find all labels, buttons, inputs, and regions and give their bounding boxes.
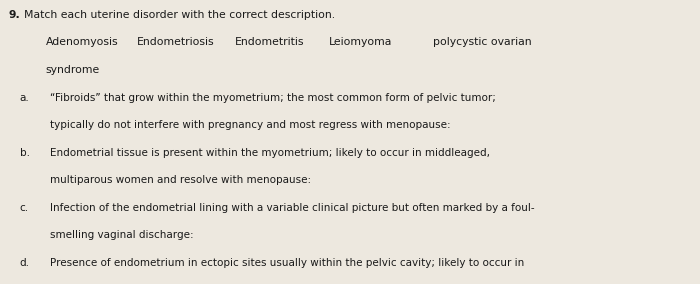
- Text: b.: b.: [20, 148, 29, 158]
- Text: Match each uterine disorder with the correct description.: Match each uterine disorder with the cor…: [24, 10, 335, 20]
- Text: 9.: 9.: [8, 10, 20, 20]
- Text: syndrome: syndrome: [46, 65, 99, 75]
- Text: Endometritis: Endometritis: [234, 37, 304, 47]
- Text: smelling vaginal discharge:: smelling vaginal discharge:: [50, 230, 194, 240]
- Text: a.: a.: [20, 93, 29, 103]
- Text: “Fibroids” that grow within the myometrium; the most common form of pelvic tumor: “Fibroids” that grow within the myometri…: [50, 93, 496, 103]
- Text: typically do not interfere with pregnancy and most regress with menopause:: typically do not interfere with pregnanc…: [50, 120, 451, 130]
- Text: polycystic ovarian: polycystic ovarian: [433, 37, 531, 47]
- Text: Leiomyoma: Leiomyoma: [329, 37, 393, 47]
- Text: Endometriosis: Endometriosis: [136, 37, 214, 47]
- Text: Presence of endometrium in ectopic sites usually within the pelvic cavity; likel: Presence of endometrium in ectopic sites…: [50, 258, 525, 268]
- Text: Infection of the endometrial lining with a variable clinical picture but often m: Infection of the endometrial lining with…: [50, 203, 535, 213]
- Text: Adenomyosis: Adenomyosis: [46, 37, 118, 47]
- Text: d.: d.: [20, 258, 29, 268]
- Text: c.: c.: [20, 203, 29, 213]
- Text: multiparous women and resolve with menopause:: multiparous women and resolve with menop…: [50, 175, 312, 185]
- Text: Endometrial tissue is present within the myometrium; likely to occur in middleag: Endometrial tissue is present within the…: [50, 148, 491, 158]
